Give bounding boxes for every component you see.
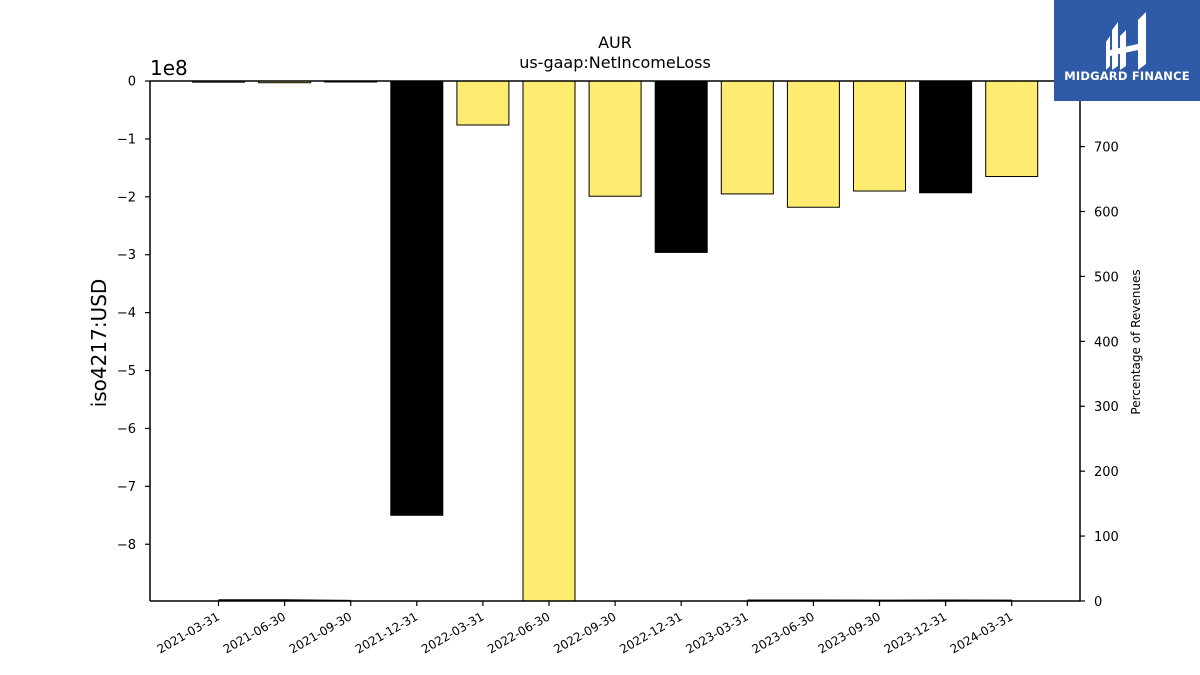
bar bbox=[786, 81, 840, 208]
bar bbox=[522, 81, 576, 601]
y2-tick-label: 700 bbox=[1094, 141, 1119, 156]
x-tick-label: 2021-06-30 bbox=[221, 609, 288, 656]
x-tick-label: 2022-03-31 bbox=[419, 609, 486, 656]
x-tick-label: 2024-03-31 bbox=[948, 609, 1015, 656]
y-tick-label: −4 bbox=[117, 306, 136, 321]
y2-tick-label: 0 bbox=[1094, 595, 1102, 610]
y-tick-label: −3 bbox=[117, 248, 136, 263]
y2-tick-label: 300 bbox=[1094, 400, 1119, 415]
y2-tick-label: 400 bbox=[1094, 335, 1119, 350]
y-tick-label: −5 bbox=[117, 364, 136, 379]
y2-tick-label: 200 bbox=[1094, 465, 1119, 480]
y-tick-label: −7 bbox=[117, 480, 136, 495]
logo-text: MIDGARD FINANCE bbox=[1064, 69, 1190, 83]
chart-subtitle: us-gaap:NetIncomeLoss bbox=[519, 53, 711, 72]
x-tick-label: 2021-09-30 bbox=[287, 609, 354, 656]
y2-tick-label: 500 bbox=[1094, 270, 1119, 285]
x-tick-label: 2021-03-31 bbox=[155, 609, 222, 656]
x-tick-label: 2022-09-30 bbox=[551, 609, 618, 656]
x-tick-label: 2022-12-31 bbox=[617, 609, 684, 656]
y-tick-label: −1 bbox=[117, 132, 136, 147]
y-tick-label: 0 bbox=[128, 75, 136, 90]
y2-tick-label: 100 bbox=[1094, 530, 1119, 545]
x-tick-label: 2021-12-31 bbox=[353, 609, 420, 656]
logo-mark-icon bbox=[1106, 12, 1146, 70]
bar bbox=[985, 81, 1039, 178]
bar bbox=[919, 81, 973, 194]
bar bbox=[456, 81, 510, 126]
bar bbox=[720, 81, 774, 195]
y-tick-label: −6 bbox=[117, 422, 136, 437]
x-tick-label: 2023-03-31 bbox=[683, 609, 750, 656]
brand-logo: MIDGARD FINANCE bbox=[1054, 0, 1200, 101]
x-tick-label: 2023-06-30 bbox=[749, 609, 816, 656]
bar bbox=[654, 81, 708, 253]
y2-axis-label: Percentage of Revenues bbox=[1129, 269, 1143, 414]
y-tick-label: −8 bbox=[117, 538, 136, 553]
bar bbox=[853, 81, 906, 192]
y-axis-label: iso4217:USD bbox=[87, 279, 111, 408]
y-tick-label: −2 bbox=[117, 190, 136, 205]
y-scale-label: 1e8 bbox=[150, 56, 188, 80]
y2-tick-label: 600 bbox=[1094, 205, 1119, 220]
bar bbox=[390, 81, 444, 516]
x-tick-label: 2023-09-30 bbox=[816, 609, 883, 656]
chart-title: AUR bbox=[598, 33, 632, 52]
bar bbox=[588, 81, 642, 197]
x-tick-label: 2022-06-30 bbox=[485, 609, 552, 656]
bar bbox=[258, 81, 312, 84]
x-tick-label: 2023-12-31 bbox=[882, 609, 949, 656]
